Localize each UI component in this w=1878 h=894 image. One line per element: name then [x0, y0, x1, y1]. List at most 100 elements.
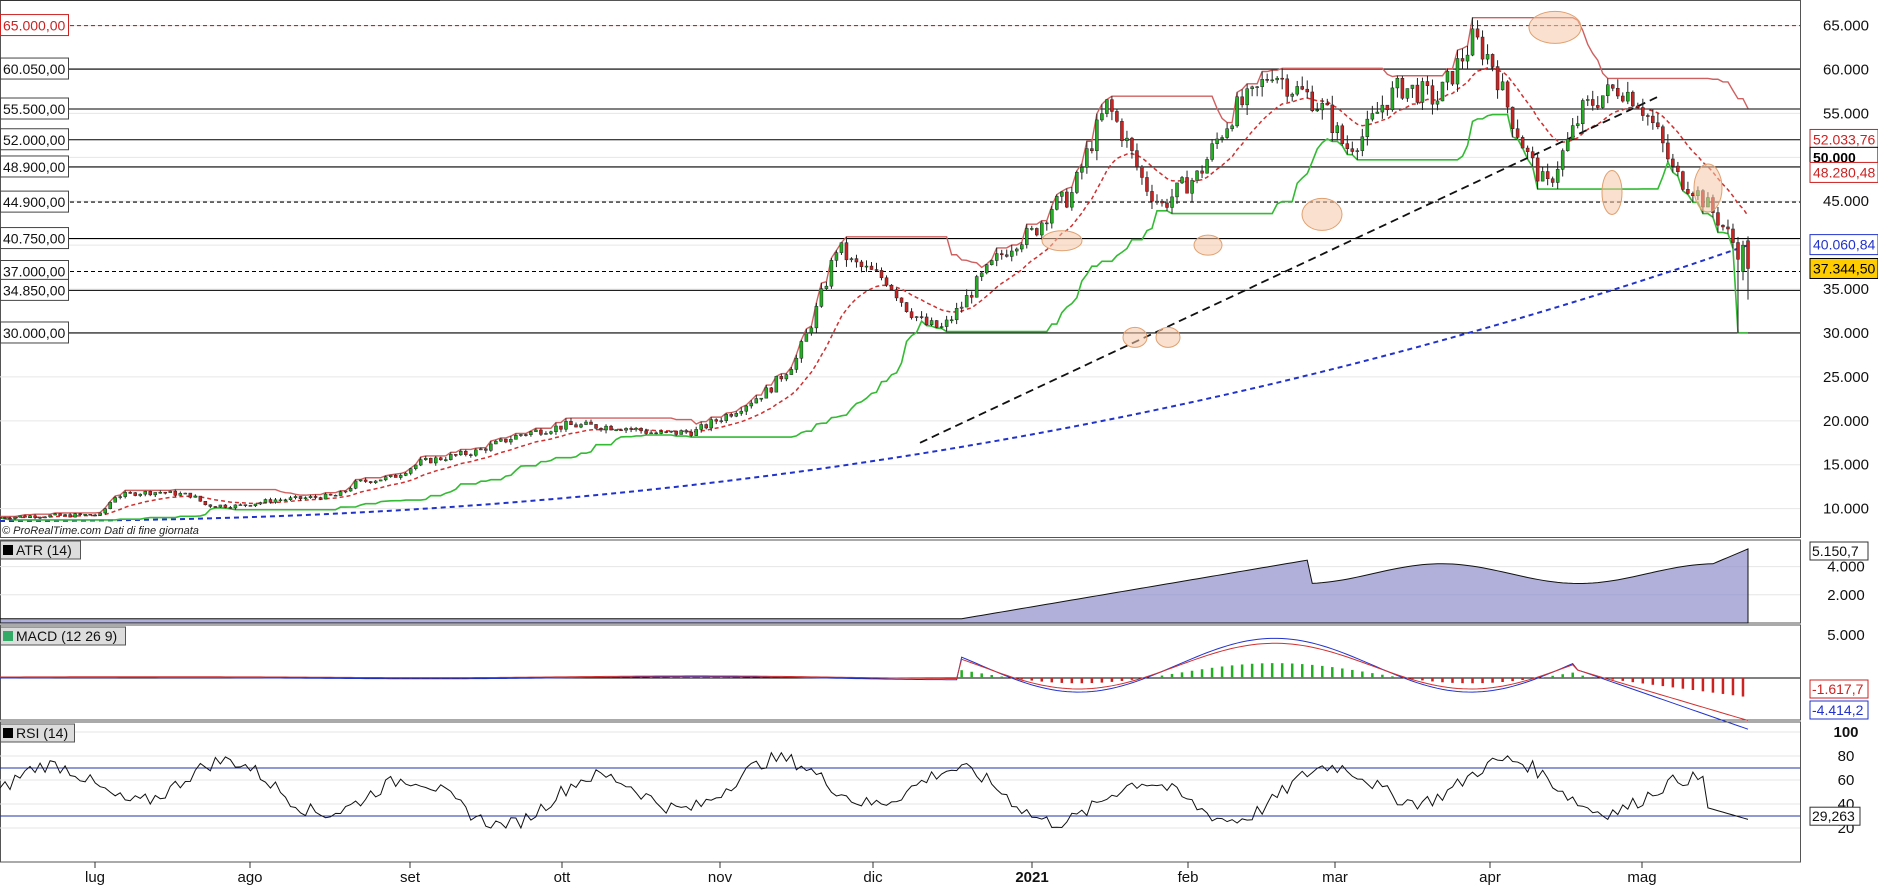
candle: [1200, 165, 1204, 179]
candle: [1075, 170, 1079, 195]
candle-body: [499, 438, 503, 442]
candle: [248, 505, 253, 507]
atr-title: ATR (14): [0, 540, 81, 560]
candle: [1260, 71, 1264, 97]
candle: [449, 452, 453, 461]
highlight-ellipse: [1601, 169, 1623, 215]
candle: [1180, 175, 1184, 184]
candle-body: [809, 327, 814, 334]
candle-body: [1585, 99, 1590, 101]
candle-body: [1470, 28, 1475, 56]
candle-body: [674, 430, 678, 435]
candle: [1626, 81, 1630, 105]
candle: [1320, 98, 1325, 120]
candle-body: [664, 431, 668, 433]
candle-body: [1055, 196, 1059, 210]
candle: [659, 429, 663, 435]
candle: [879, 267, 884, 281]
candle: [589, 419, 593, 425]
level-label-text: 34.850,00: [3, 282, 65, 298]
candle-body: [999, 253, 1004, 256]
candle-body: [1465, 54, 1470, 62]
candle: [629, 426, 633, 433]
candle-body: [1525, 147, 1530, 152]
candle: [1435, 91, 1440, 111]
level-label-box: [0, 128, 69, 151]
candle: [1004, 249, 1009, 258]
candle-body: [293, 496, 298, 498]
candle-body: [323, 493, 328, 500]
candle: [709, 417, 713, 432]
candle-body: [193, 495, 198, 498]
candle: [383, 475, 388, 482]
candle-body: [1400, 78, 1405, 99]
candle: [1716, 207, 1720, 233]
candle-body: [13, 516, 17, 519]
candle-body: [23, 515, 27, 518]
candle: [1631, 90, 1635, 108]
candle-body: [1060, 191, 1064, 197]
macd-panel: 5.000 MACD (12 26 9) -1.617,7 -4.414,2: [0, 624, 1869, 730]
candle: [1095, 113, 1099, 161]
candle-body: [1500, 81, 1505, 91]
time-axis: lug ago set ott nov dic 2021 feb mar apr mag: [0, 861, 1800, 886]
candle: [734, 411, 739, 418]
candle-body: [233, 504, 238, 509]
candle: [318, 496, 323, 501]
candle-body: [73, 513, 77, 518]
candle-body: [118, 496, 122, 498]
candle-body: [178, 493, 183, 496]
candle-body: [519, 434, 523, 436]
candle: [188, 492, 193, 499]
level-label-text: 40.750,00: [3, 231, 65, 247]
candle-body: [719, 420, 723, 422]
candle-body: [919, 316, 924, 318]
candle-body: [48, 514, 52, 518]
candle: [1686, 181, 1690, 195]
x-tick-label: apr: [1479, 869, 1501, 886]
candle: [1175, 182, 1179, 204]
candle-body: [1550, 178, 1555, 183]
candle: [524, 433, 528, 437]
candle: [358, 479, 363, 482]
candle-body: [1110, 99, 1114, 112]
candle: [1535, 153, 1540, 190]
candle: [1330, 95, 1335, 142]
candle: [33, 514, 37, 520]
candle: [814, 302, 819, 333]
candle-body: [1080, 167, 1084, 173]
candle: [1085, 141, 1089, 174]
candle: [1741, 240, 1745, 281]
candle: [398, 473, 403, 480]
candle-body: [288, 497, 293, 500]
candle: [1210, 139, 1214, 162]
candle: [1040, 220, 1044, 240]
candle: [213, 506, 218, 508]
price-tick-label: 60.000: [1823, 61, 1869, 78]
candle-body: [1631, 91, 1635, 107]
candle: [1125, 130, 1129, 148]
candle: [1185, 170, 1189, 194]
candle: [749, 400, 754, 409]
candle-body: [639, 427, 643, 432]
candle-body: [994, 253, 999, 261]
candle-body: [1180, 177, 1184, 184]
candle-body: [1115, 111, 1119, 122]
candle: [1550, 176, 1555, 187]
candle-body: [1020, 244, 1024, 250]
candle-body: [934, 320, 939, 328]
candle-body: [1130, 137, 1134, 151]
candle: [13, 516, 17, 520]
candle-body: [388, 474, 393, 478]
level-label-text: 60.050,00: [3, 61, 65, 77]
candle: [1525, 145, 1530, 160]
candle: [1455, 50, 1460, 92]
candle: [148, 490, 153, 497]
candle: [1570, 118, 1575, 141]
candle: [969, 291, 974, 304]
candle: [1540, 167, 1545, 182]
candle: [228, 505, 233, 509]
price-right-label: 48.280,48: [1809, 161, 1878, 183]
candle: [1530, 146, 1535, 167]
